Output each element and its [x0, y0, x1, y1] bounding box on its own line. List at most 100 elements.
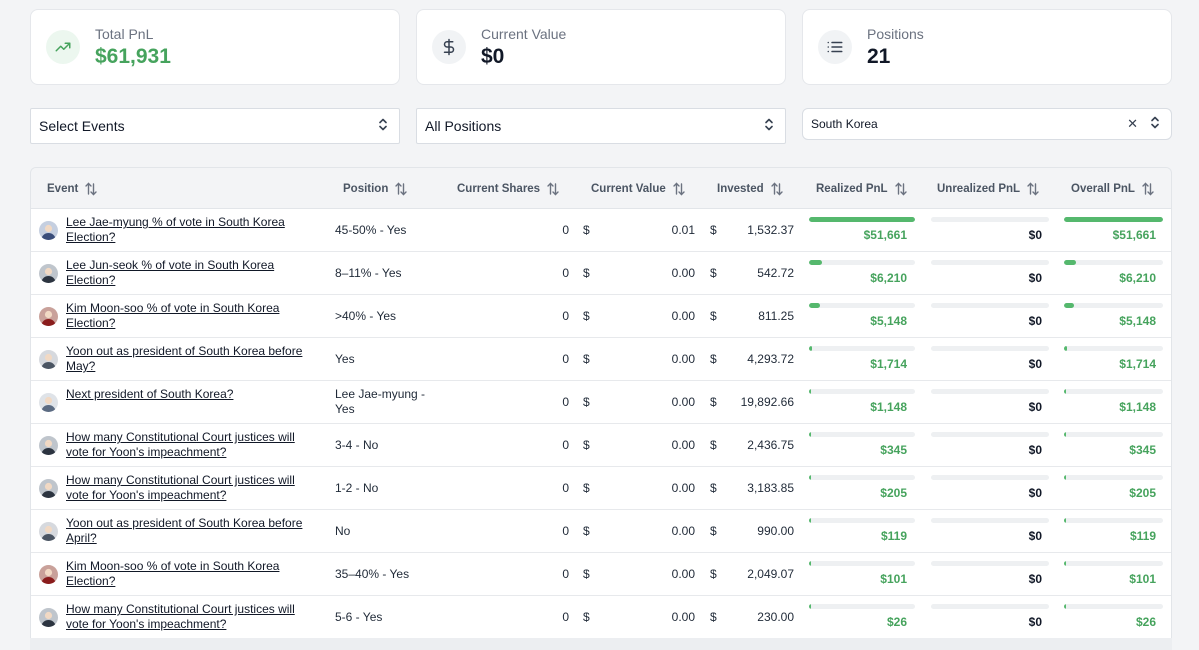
current-value: 0.01 [671, 223, 695, 237]
header-realized-pnl[interactable]: Realized PnL [816, 168, 907, 209]
realized-pnl-bar [809, 260, 915, 265]
events-select-value: Select Events [39, 118, 125, 134]
invested-value: 2,436.75 [747, 438, 794, 452]
overall-pnl-value: $5,148 [1119, 314, 1156, 328]
invested-currency: $ [710, 438, 717, 452]
sort-icon [673, 182, 685, 195]
unrealized-pnl-value: $0 [1028, 271, 1042, 285]
event-link[interactable]: Kim Moon-soo % of vote in South Korea El… [66, 301, 280, 330]
invested-currency: $ [710, 309, 717, 323]
table-row[interactable]: Kim Moon-soo % of vote in South Korea El… [31, 553, 1171, 596]
header-invested[interactable]: Invested [717, 168, 783, 209]
position-label: 45-50% - Yes [335, 223, 407, 237]
event-link[interactable]: How many Constitutional Court justices w… [66, 473, 295, 502]
events-select[interactable]: Select Events [30, 108, 400, 144]
table-row[interactable]: How many Constitutional Court justices w… [31, 424, 1171, 467]
unrealized-pnl-value: $0 [1028, 443, 1042, 457]
realized-pnl-bar [809, 303, 915, 308]
overall-pnl-value: $345 [1129, 443, 1156, 457]
table-row[interactable]: Lee Jae-myung % of vote in South Korea E… [31, 209, 1171, 252]
list-icon [818, 30, 852, 64]
market-search-combobox[interactable]: South Korea ✕ [802, 108, 1172, 140]
table-row[interactable]: How many Constitutional Court justices w… [31, 467, 1171, 510]
sort-icon [770, 182, 783, 195]
current-value: 0.00 [671, 309, 695, 323]
overall-pnl-bar [1064, 604, 1163, 609]
position-label: 35–40% - Yes [335, 567, 410, 581]
invested-currency: $ [710, 395, 717, 409]
avatar [39, 608, 58, 627]
positions-label: Positions [867, 25, 924, 42]
invested-currency: $ [710, 610, 717, 624]
total-pnl-card: Total PnL $61,931 [30, 9, 400, 85]
current-value-card: Current Value $0 [416, 9, 786, 85]
realized-pnl-bar [809, 217, 915, 222]
invested-value: 811.25 [758, 309, 794, 323]
table-row[interactable]: Kim Moon-soo % of vote in South Korea El… [31, 295, 1171, 338]
realized-pnl-bar [809, 561, 915, 566]
header-event[interactable]: Event [47, 168, 98, 209]
current-shares: 0 [562, 610, 569, 624]
current-shares: 0 [562, 309, 569, 323]
unrealized-pnl-value: $0 [1028, 572, 1042, 586]
unrealized-pnl-value: $0 [1028, 357, 1042, 371]
invested-currency: $ [710, 352, 717, 366]
overall-pnl-bar [1064, 389, 1163, 394]
header-current-value[interactable]: Current Value [591, 168, 685, 209]
event-link[interactable]: Kim Moon-soo % of vote in South Korea El… [66, 559, 280, 588]
table-row[interactable]: How many Constitutional Court justices w… [31, 596, 1171, 639]
overall-pnl-value: $1,714 [1119, 357, 1156, 371]
positions-select[interactable]: All Positions [416, 108, 786, 144]
table-header: Event Position Current Shares Current Va… [31, 168, 1171, 209]
current-value-label: Current Value [481, 25, 567, 42]
sort-icon [894, 182, 907, 195]
unrealized-pnl-bar [931, 604, 1049, 609]
avatar [39, 264, 58, 283]
chevron-up-down-icon[interactable] [1149, 116, 1161, 133]
event-link[interactable]: Lee Jun-seok % of vote in South Korea El… [66, 258, 275, 287]
chevron-up-down-icon [763, 118, 775, 135]
overall-pnl-bar [1064, 346, 1163, 351]
event-link[interactable]: How many Constitutional Court justices w… [66, 430, 295, 459]
horizontal-scrollbar[interactable] [30, 638, 1172, 650]
overall-pnl-bar [1064, 260, 1163, 265]
realized-pnl-value: $119 [880, 529, 907, 543]
header-overall-pnl[interactable]: Overall PnL [1071, 168, 1154, 209]
header-current-shares[interactable]: Current Shares [457, 168, 559, 209]
header-unrealized-pnl[interactable]: Unrealized PnL [937, 168, 1039, 209]
summary-cards: Total PnL $61,931 Current Value $0 Posit… [30, 9, 1172, 85]
avatar [39, 393, 58, 412]
realized-pnl-value: $1,714 [870, 357, 907, 371]
event-link[interactable]: Yoon out as president of South Korea bef… [66, 516, 303, 545]
unrealized-pnl-bar [931, 260, 1049, 265]
current-value: 0.00 [671, 567, 695, 581]
invested-value: 3,183.85 [747, 481, 794, 495]
unrealized-pnl-bar [931, 561, 1049, 566]
event-link[interactable]: Next president of South Korea? [66, 387, 234, 401]
clear-icon[interactable]: ✕ [1127, 116, 1138, 131]
realized-pnl-value: $1,148 [870, 400, 907, 414]
current-value: 0.00 [671, 352, 695, 366]
table-row[interactable]: Next president of South Korea? Lee Jae-my… [31, 381, 1171, 424]
sort-icon [85, 182, 98, 195]
invested-value: 230.00 [757, 610, 794, 624]
search-value: South Korea [811, 117, 878, 131]
header-position-label: Position [343, 182, 389, 195]
table-row[interactable]: Lee Jun-seok % of vote in South Korea El… [31, 252, 1171, 295]
event-link[interactable]: How many Constitutional Court justices w… [66, 602, 295, 631]
realized-pnl-value: $51,661 [863, 228, 907, 242]
position-label: 3-4 - No [335, 438, 379, 452]
position-label: No [335, 524, 351, 538]
current-shares: 0 [562, 395, 569, 409]
table-row[interactable]: Yoon out as president of South Korea bef… [31, 338, 1171, 381]
event-link[interactable]: Lee Jae-myung % of vote in South Korea E… [66, 215, 285, 244]
current-value-currency: $ [583, 266, 590, 280]
position-label: 5-6 - Yes [335, 610, 383, 624]
event-link[interactable]: Yoon out as president of South Korea bef… [66, 344, 303, 373]
sort-icon [1027, 182, 1039, 195]
overall-pnl-value: $205 [1129, 486, 1156, 500]
header-position[interactable]: Position [343, 168, 408, 209]
table-row[interactable]: Yoon out as president of South Korea bef… [31, 510, 1171, 553]
current-value-currency: $ [583, 309, 590, 323]
invested-value: 990.00 [757, 524, 794, 538]
